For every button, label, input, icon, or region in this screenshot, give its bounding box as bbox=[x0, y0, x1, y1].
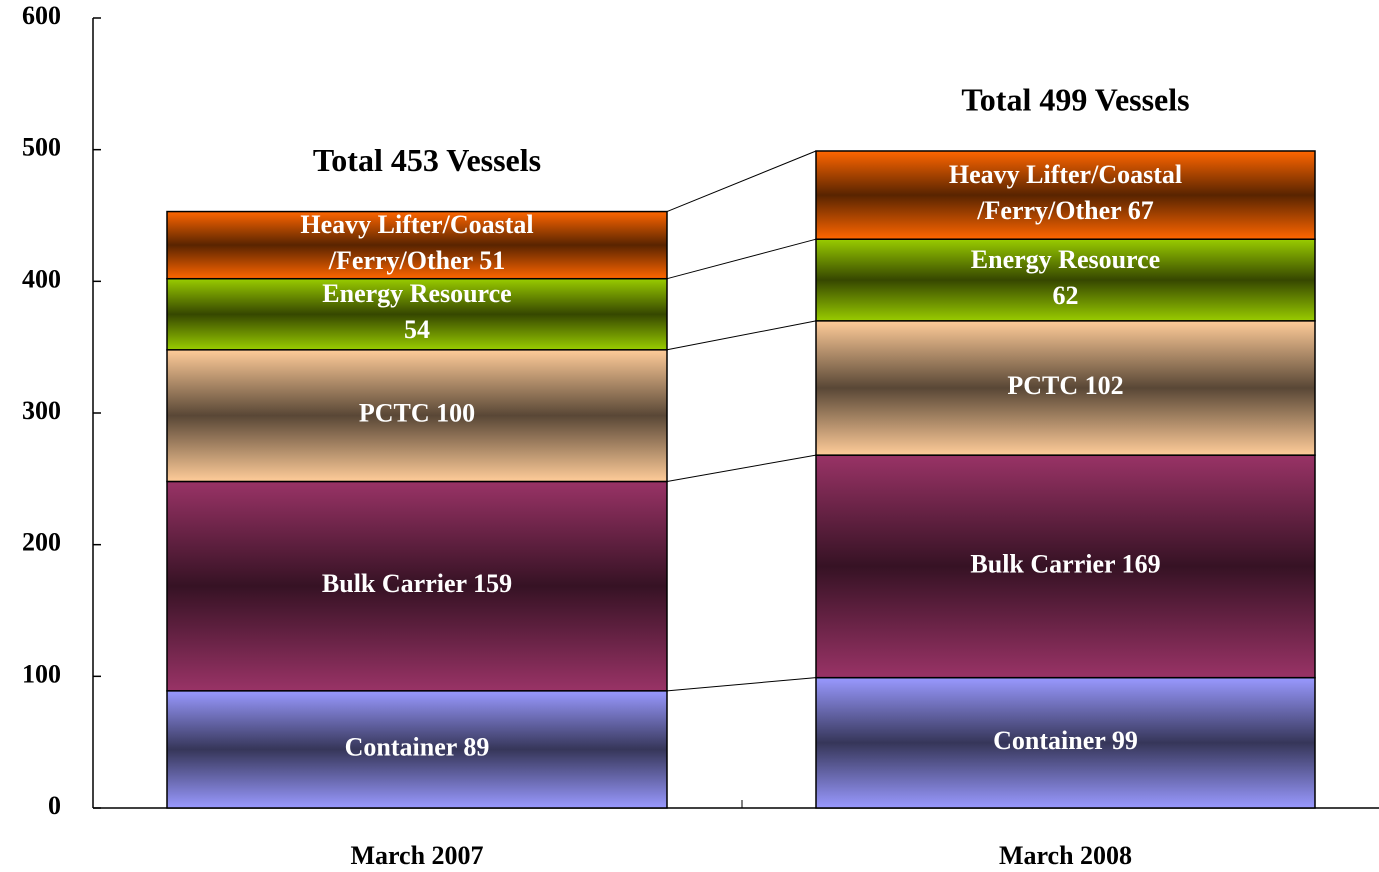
bar-segment bbox=[166, 480, 668, 692]
data-label: /Ferry/Other 67 bbox=[976, 196, 1153, 225]
connector-line bbox=[666, 677, 817, 692]
data-label: /Ferry/Other 51 bbox=[328, 246, 505, 275]
data-label: Bulk Carrier 159 bbox=[322, 569, 512, 598]
annotation: Total 453 Vessels bbox=[313, 142, 541, 178]
x-tick-label: March 2008 bbox=[999, 841, 1132, 870]
y-tick-label: 300 bbox=[22, 396, 61, 425]
connector-line bbox=[666, 150, 817, 213]
annotation: Total 499 Vessels bbox=[961, 81, 1189, 117]
data-label: Heavy Lifter/Coastal bbox=[949, 160, 1182, 189]
bar-segment bbox=[815, 676, 1316, 809]
y-tick-label: 0 bbox=[48, 791, 61, 820]
bar-segment bbox=[815, 320, 1316, 456]
y-tick-label: 400 bbox=[22, 264, 61, 293]
bar-segment bbox=[166, 210, 668, 280]
y-tick-label: 500 bbox=[22, 133, 61, 162]
bar-segment bbox=[166, 277, 668, 351]
x-tick-label: March 2007 bbox=[350, 841, 483, 870]
y-tick-label: 600 bbox=[22, 1, 61, 30]
data-label: Energy Resource bbox=[322, 279, 511, 308]
y-tick-label: 100 bbox=[22, 659, 61, 688]
connector-line bbox=[666, 454, 817, 482]
data-label: PCTC 100 bbox=[359, 399, 475, 428]
data-label: Bulk Carrier 169 bbox=[970, 549, 1160, 578]
bar-segment bbox=[815, 454, 1316, 679]
data-label: Container 99 bbox=[993, 726, 1138, 755]
data-label: Heavy Lifter/Coastal bbox=[300, 210, 533, 239]
data-label: PCTC 102 bbox=[1007, 371, 1123, 400]
data-label: 54 bbox=[404, 315, 430, 344]
connector-line bbox=[666, 320, 817, 351]
bar-segment bbox=[166, 349, 668, 483]
connector-line bbox=[666, 238, 817, 280]
bar-segment bbox=[815, 238, 1316, 322]
data-label: Container 89 bbox=[345, 732, 490, 761]
data-label: Energy Resource bbox=[971, 245, 1160, 274]
bar-segment bbox=[815, 150, 1316, 240]
y-tick-label: 200 bbox=[22, 528, 61, 557]
data-label: 62 bbox=[1053, 281, 1079, 310]
